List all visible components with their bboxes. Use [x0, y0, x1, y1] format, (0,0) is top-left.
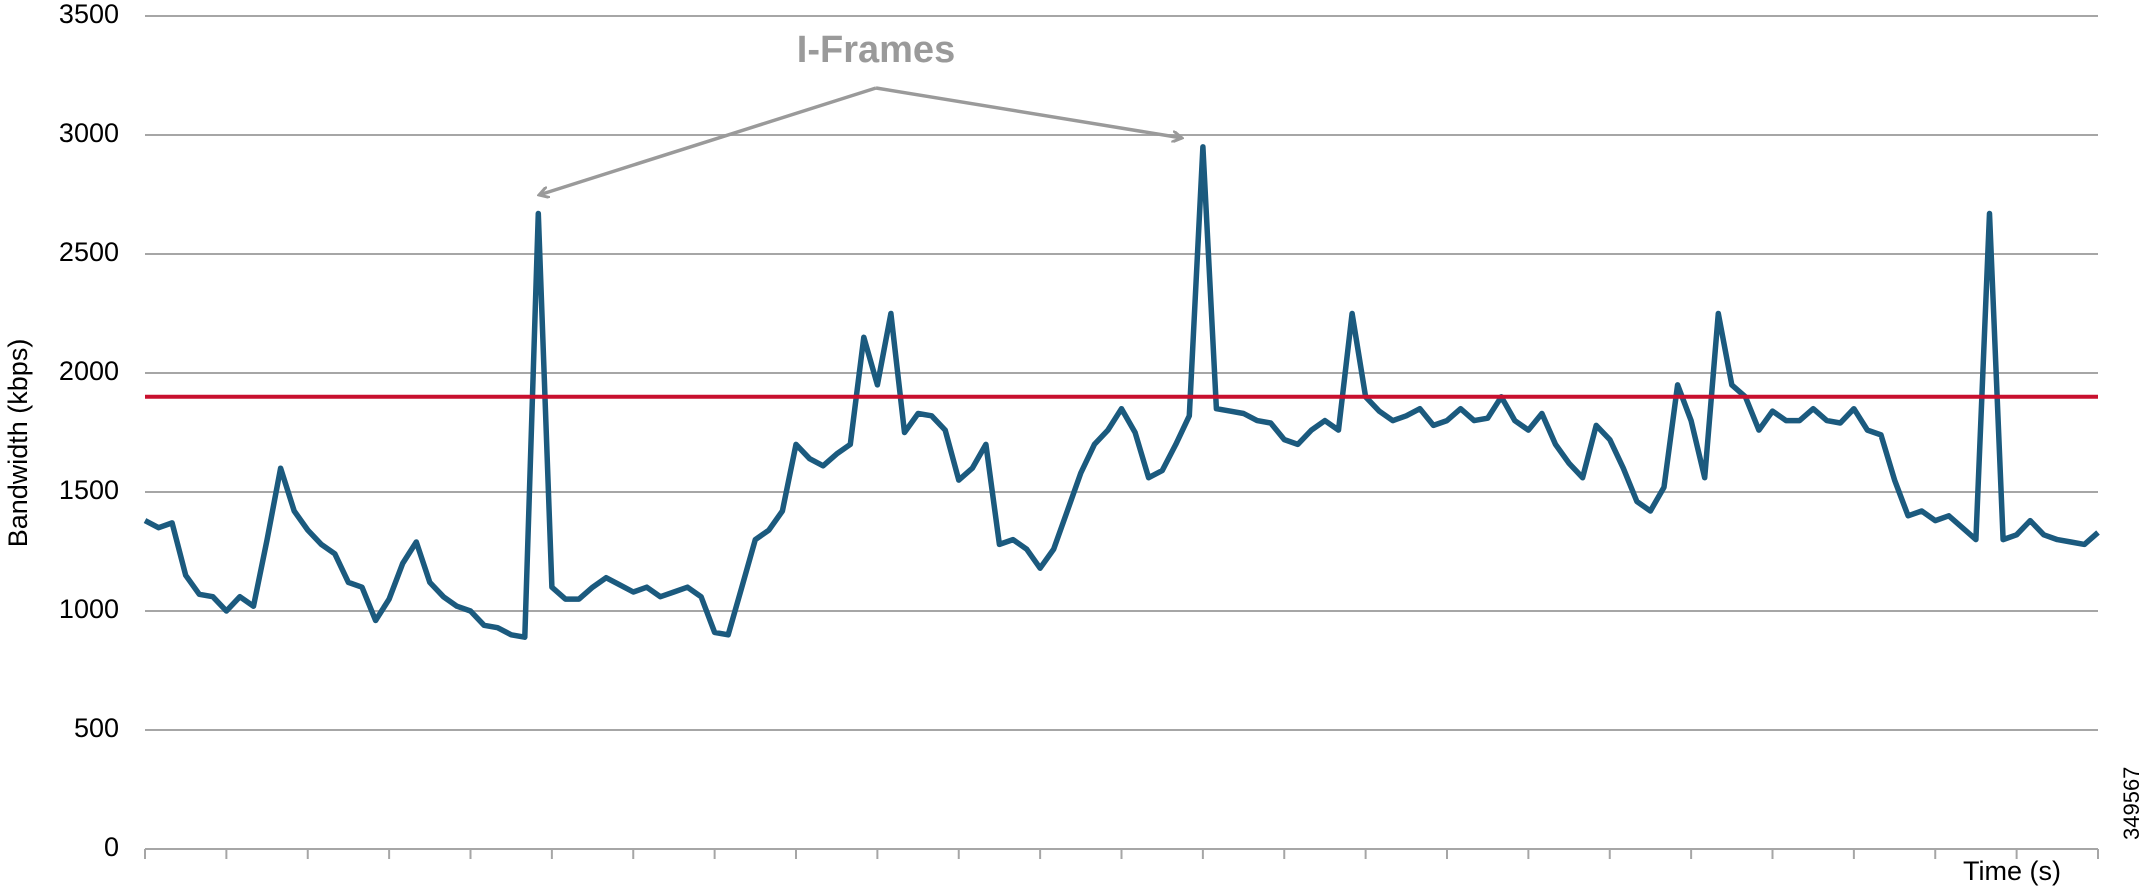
- plot: [143, 144, 2100, 640]
- data-line: [143, 144, 2100, 640]
- y-tick-label: 500: [74, 713, 119, 743]
- x-axis-label: Time (s): [1963, 856, 2061, 886]
- figure-id: 349567: [2119, 767, 2144, 840]
- y-tick-label: 3000: [59, 118, 119, 148]
- y-tick-label: 2500: [59, 237, 119, 267]
- grid: 0 500 1000 1500 2000 2500 3000 3500: [59, 0, 2099, 862]
- annotation-arrow: [539, 86, 877, 195]
- y-tick-label: 1000: [59, 594, 119, 624]
- y-axis-label: Bandwidth (kbps): [3, 339, 33, 548]
- y-tick-label: 0: [104, 832, 119, 862]
- annotation-arrow: [875, 86, 1182, 138]
- y-tick-label: 1500: [59, 475, 119, 505]
- annotation: I-Frames: [797, 29, 955, 71]
- y-tick-label: 2000: [59, 356, 119, 386]
- y-tick-label: 3500: [59, 0, 119, 29]
